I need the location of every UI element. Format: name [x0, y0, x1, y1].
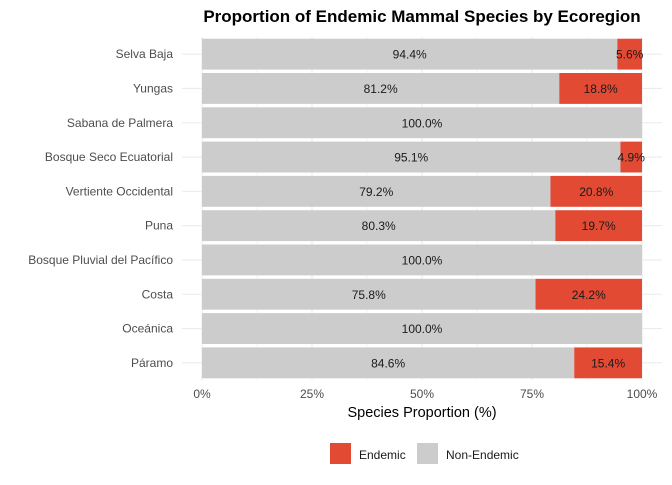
- data-label-non-endemic: 75.8%: [352, 288, 386, 302]
- data-label-endemic: 5.6%: [616, 48, 644, 62]
- category-label: Yungas: [133, 81, 173, 95]
- x-axis-title: Species Proportion (%): [347, 405, 496, 421]
- bar-endemic: [550, 175, 642, 207]
- category-label: Vertiente Occidental: [66, 184, 173, 198]
- bar-endemic: [555, 210, 642, 242]
- data-label-non-endemic: 100.0%: [402, 322, 443, 336]
- x-tick-label: 75%: [520, 387, 544, 401]
- bar-endemic: [574, 347, 642, 379]
- bar-non-endemic: [202, 244, 642, 276]
- bar-endemic: [559, 73, 642, 104]
- data-label-non-endemic: 100.0%: [402, 116, 443, 130]
- data-label-non-endemic: 100.0%: [402, 253, 443, 267]
- data-label-endemic: 18.8%: [584, 82, 618, 96]
- category-label: Oceánica: [122, 322, 173, 336]
- category-label: Puna: [145, 219, 173, 233]
- bar-non-endemic: [202, 313, 642, 344]
- category-label: Sabana de Palmera: [67, 116, 173, 130]
- x-tick-label: 0%: [193, 387, 211, 401]
- legend-key: [330, 443, 351, 464]
- bar-non-endemic: [202, 107, 642, 139]
- category-label: Bosque Pluvial del Pacífico: [28, 253, 173, 267]
- chart-title: Proportion of Endemic Mammal Species by …: [203, 7, 640, 26]
- legend-key: [417, 443, 438, 464]
- data-label-endemic: 15.4%: [591, 356, 625, 370]
- data-label-endemic: 4.9%: [618, 151, 646, 165]
- bar-endemic: [535, 278, 642, 310]
- data-label-endemic: 20.8%: [579, 185, 613, 199]
- data-label-non-endemic: 81.2%: [364, 82, 398, 96]
- category-label: Bosque Seco Ecuatorial: [45, 150, 173, 164]
- legend-label: Non-Endemic: [446, 448, 519, 462]
- data-label-non-endemic: 80.3%: [362, 219, 396, 233]
- category-label: Páramo: [131, 356, 173, 370]
- data-label-endemic: 19.7%: [582, 219, 616, 233]
- bar-non-endemic: [202, 278, 536, 310]
- bar-endemic: [617, 38, 642, 70]
- bar-non-endemic: [202, 347, 575, 379]
- data-label-non-endemic: 79.2%: [359, 185, 393, 199]
- data-label-non-endemic: 84.6%: [371, 356, 405, 370]
- x-tick-label: 25%: [300, 387, 324, 401]
- bar-endemic: [620, 141, 642, 173]
- category-label: Selva Baja: [116, 47, 174, 61]
- bar-non-endemic: [202, 210, 556, 242]
- data-label-endemic: 24.2%: [572, 288, 606, 302]
- bar-non-endemic: [202, 175, 551, 207]
- bar-non-endemic: [202, 73, 560, 104]
- x-tick-label: 50%: [410, 387, 434, 401]
- legend-label: Endemic: [359, 448, 406, 462]
- category-label: Costa: [142, 287, 174, 301]
- data-label-non-endemic: 95.1%: [394, 151, 428, 165]
- bar-non-endemic: [202, 141, 621, 173]
- bar-non-endemic: [202, 38, 618, 70]
- data-label-non-endemic: 94.4%: [393, 48, 427, 62]
- x-tick-label: 100%: [627, 387, 658, 401]
